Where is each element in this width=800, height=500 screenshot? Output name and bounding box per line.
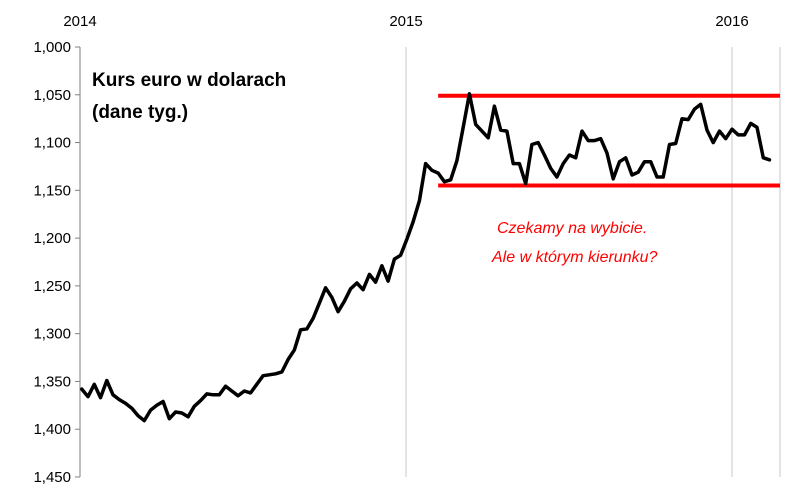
annotation-line-1: Czekamy na wybicie. — [497, 220, 647, 237]
x-tick-label: 2015 — [389, 13, 422, 30]
y-tick-label: 1,200 — [33, 230, 71, 247]
x-axis-ticks: 2014 2015 2016 — [63, 13, 748, 30]
y-tick-label: 1,400 — [33, 421, 71, 438]
chart-title-line-2: (dane tyg.) — [92, 102, 188, 123]
y-tick-label: 1,450 — [33, 469, 71, 486]
series-line-eur-usd — [80, 92, 772, 423]
y-tick-label: 1,250 — [33, 278, 71, 295]
range-lines — [438, 93, 780, 188]
series-layer — [80, 92, 772, 423]
annotation-line-2: Ale w którym kierunku? — [491, 249, 657, 266]
y-tick-label: 1,000 — [33, 39, 71, 56]
y-tick-label: 1,050 — [33, 87, 71, 104]
y-tick-label: 1,300 — [33, 326, 71, 343]
x-tick-label: 2014 — [63, 13, 96, 30]
y-axis-ticks: 1,000 1,050 1,100 1,150 1,200 1,250 1,300 1,350… — [33, 39, 81, 486]
y-tick-label: 1,100 — [33, 135, 71, 152]
x-tick-label: 2016 — [715, 13, 748, 30]
y-tick-label: 1,350 — [33, 373, 71, 390]
chart-title-line-1: Kurs euro w dolarach — [92, 70, 286, 91]
y-tick-label: 1,150 — [33, 182, 71, 199]
